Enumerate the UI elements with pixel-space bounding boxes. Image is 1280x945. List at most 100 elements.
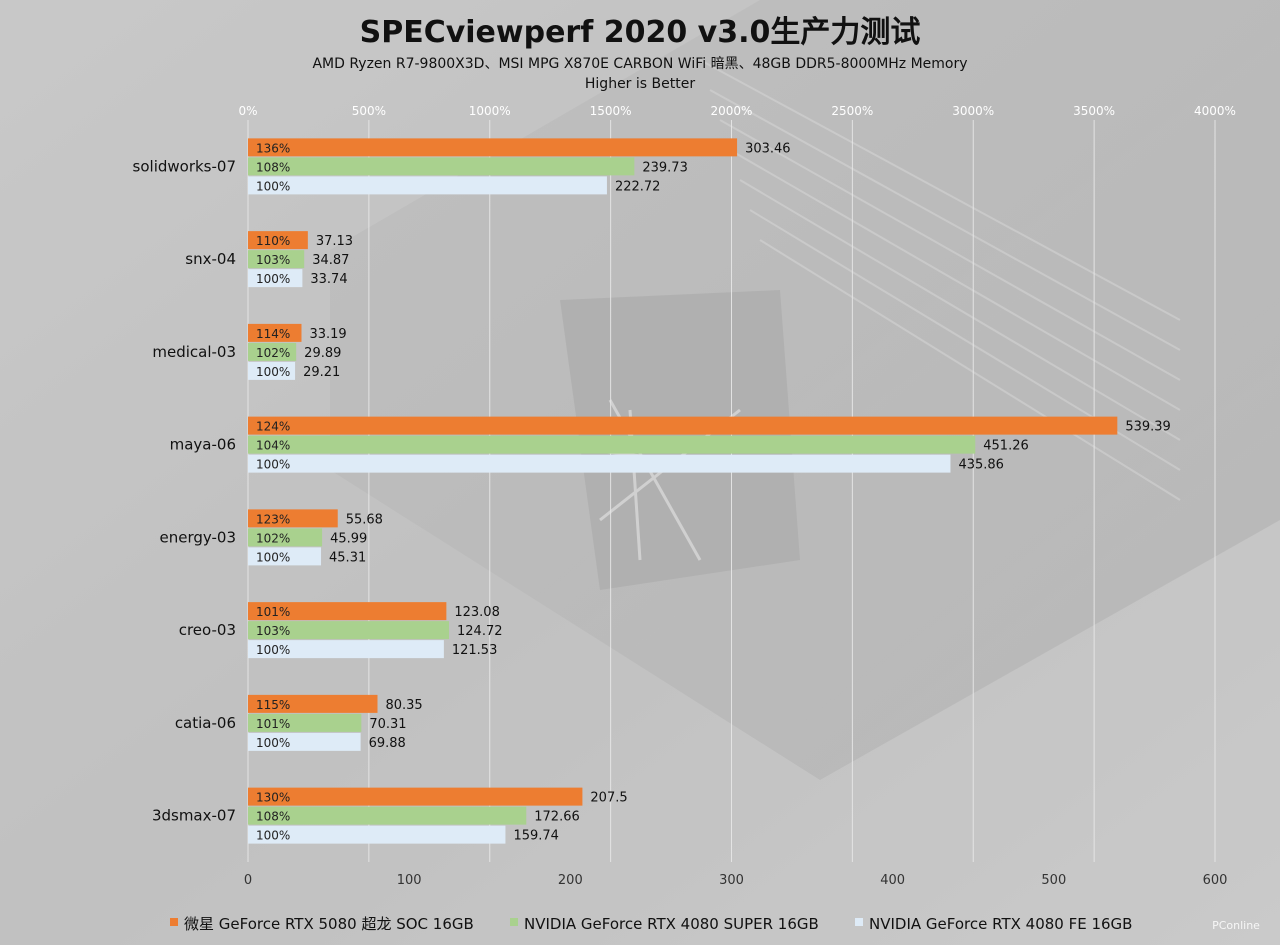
bar [248, 138, 738, 157]
x-axis-ticks: 0 100 200 300 400 500 600 [244, 873, 1228, 888]
bar [248, 694, 378, 713]
category-label: 3dsmax-07 [152, 807, 236, 825]
bar [248, 509, 338, 528]
bar [248, 454, 951, 473]
value-label: 435.86 [958, 458, 1004, 473]
category-label: maya-06 [170, 436, 236, 454]
gridlines [247, 120, 1216, 862]
percent-label: 108% [256, 160, 290, 174]
percent-label: 102% [256, 531, 290, 545]
secondary-tick-label: 0% [238, 104, 257, 118]
bar [248, 528, 323, 547]
bar [248, 713, 362, 732]
value-label: 451.26 [983, 439, 1029, 454]
value-label: 69.88 [369, 736, 406, 751]
value-label: 124.72 [457, 624, 503, 639]
category-label: creo-03 [179, 621, 236, 639]
bar [248, 732, 361, 751]
legend-swatch [170, 918, 178, 926]
legend-swatch [855, 918, 863, 926]
secondary-tick-label: 4000% [1194, 104, 1236, 118]
x-tick-label: 600 [1203, 873, 1228, 888]
secondary-tick-label: 3000% [952, 104, 994, 118]
percent-label: 100% [256, 365, 290, 379]
value-label: 70.31 [369, 717, 406, 732]
legend-label: NVIDIA GeForce RTX 4080 SUPER 16GB [524, 915, 819, 933]
value-label: 80.35 [385, 698, 422, 713]
category-labels: solidworks-07 snx-04 medical-03 maya-06 ener… [133, 157, 236, 824]
percent-label: 102% [256, 346, 290, 360]
secondary-tick-label: 2000% [711, 104, 753, 118]
value-label: 222.72 [615, 179, 661, 194]
percent-label: 100% [256, 550, 290, 564]
percent-label: 100% [256, 643, 290, 657]
value-label: 33.19 [309, 327, 346, 342]
bar [248, 269, 303, 288]
value-label: 172.66 [534, 810, 580, 825]
percent-label: 100% [256, 272, 290, 286]
watermark: PConline [1212, 919, 1260, 932]
secondary-tick-label: 3500% [1073, 104, 1115, 118]
bar [248, 157, 635, 176]
category-label: energy-03 [159, 528, 236, 546]
legend-swatch [510, 918, 518, 926]
value-label: 29.21 [303, 365, 340, 380]
x-tick-label: 100 [397, 873, 422, 888]
bar [248, 547, 322, 566]
value-label: 207.5 [590, 791, 627, 806]
value-label: 33.74 [310, 272, 347, 287]
value-label: 45.31 [329, 550, 366, 565]
bar [248, 435, 976, 454]
percent-label: 136% [256, 141, 290, 155]
value-label: 239.73 [642, 160, 688, 175]
x-tick-label: 0 [244, 873, 252, 888]
bar [248, 176, 607, 195]
value-label: 45.99 [330, 531, 367, 546]
bar [248, 416, 1118, 435]
category-label: medical-03 [152, 343, 236, 361]
legend: 微星 GeForce RTX 5080 超龙 SOC 16GB NVIDIA Ge… [170, 915, 1132, 933]
category-label: catia-06 [175, 714, 236, 732]
secondary-axis-ticks: 0% 500% 1000% 1500% 2000% 2500% 3000% 3500% 4000… [238, 104, 1236, 118]
value-label: 34.87 [312, 253, 349, 268]
percent-label: 123% [256, 512, 290, 526]
bar [248, 323, 302, 342]
bar [248, 231, 308, 250]
x-tick-label: 500 [1041, 873, 1066, 888]
percent-label: 110% [256, 234, 290, 248]
bar [248, 825, 506, 844]
x-tick-label: 400 [880, 873, 905, 888]
chart-title: SPECviewperf 2020 v3.0生产力测试 [360, 15, 921, 50]
percent-label: 100% [256, 458, 290, 472]
value-label: 159.74 [513, 829, 559, 844]
percent-label: 108% [256, 810, 290, 824]
category-label: solidworks-07 [133, 157, 236, 175]
value-label: 37.13 [316, 234, 353, 249]
percent-label: 100% [256, 179, 290, 193]
bar [248, 342, 297, 361]
percent-label: 130% [256, 791, 290, 805]
percent-label: 104% [256, 439, 290, 453]
value-label: 539.39 [1125, 420, 1171, 435]
legend-label: 微星 GeForce RTX 5080 超龙 SOC 16GB [184, 915, 474, 933]
secondary-tick-label: 1500% [590, 104, 632, 118]
bar [248, 361, 296, 380]
value-label: 303.46 [745, 141, 791, 156]
percent-label: 115% [256, 698, 290, 712]
bar [248, 621, 450, 640]
value-label: 29.89 [304, 346, 341, 361]
bar-groups: 136% 303.46 108% 239.73 100% 222.72 110% 37.13 1… [248, 138, 1171, 844]
x-tick-label: 200 [558, 873, 583, 888]
secondary-tick-label: 500% [352, 104, 386, 118]
percent-label: 100% [256, 829, 290, 843]
secondary-tick-label: 1000% [469, 104, 511, 118]
percent-label: 101% [256, 717, 290, 731]
bar [248, 250, 305, 269]
x-tick-label: 300 [719, 873, 744, 888]
chart-note: Higher is Better [585, 76, 695, 92]
bar [248, 640, 444, 659]
percent-label: 114% [256, 327, 290, 341]
percent-label: 100% [256, 736, 290, 750]
